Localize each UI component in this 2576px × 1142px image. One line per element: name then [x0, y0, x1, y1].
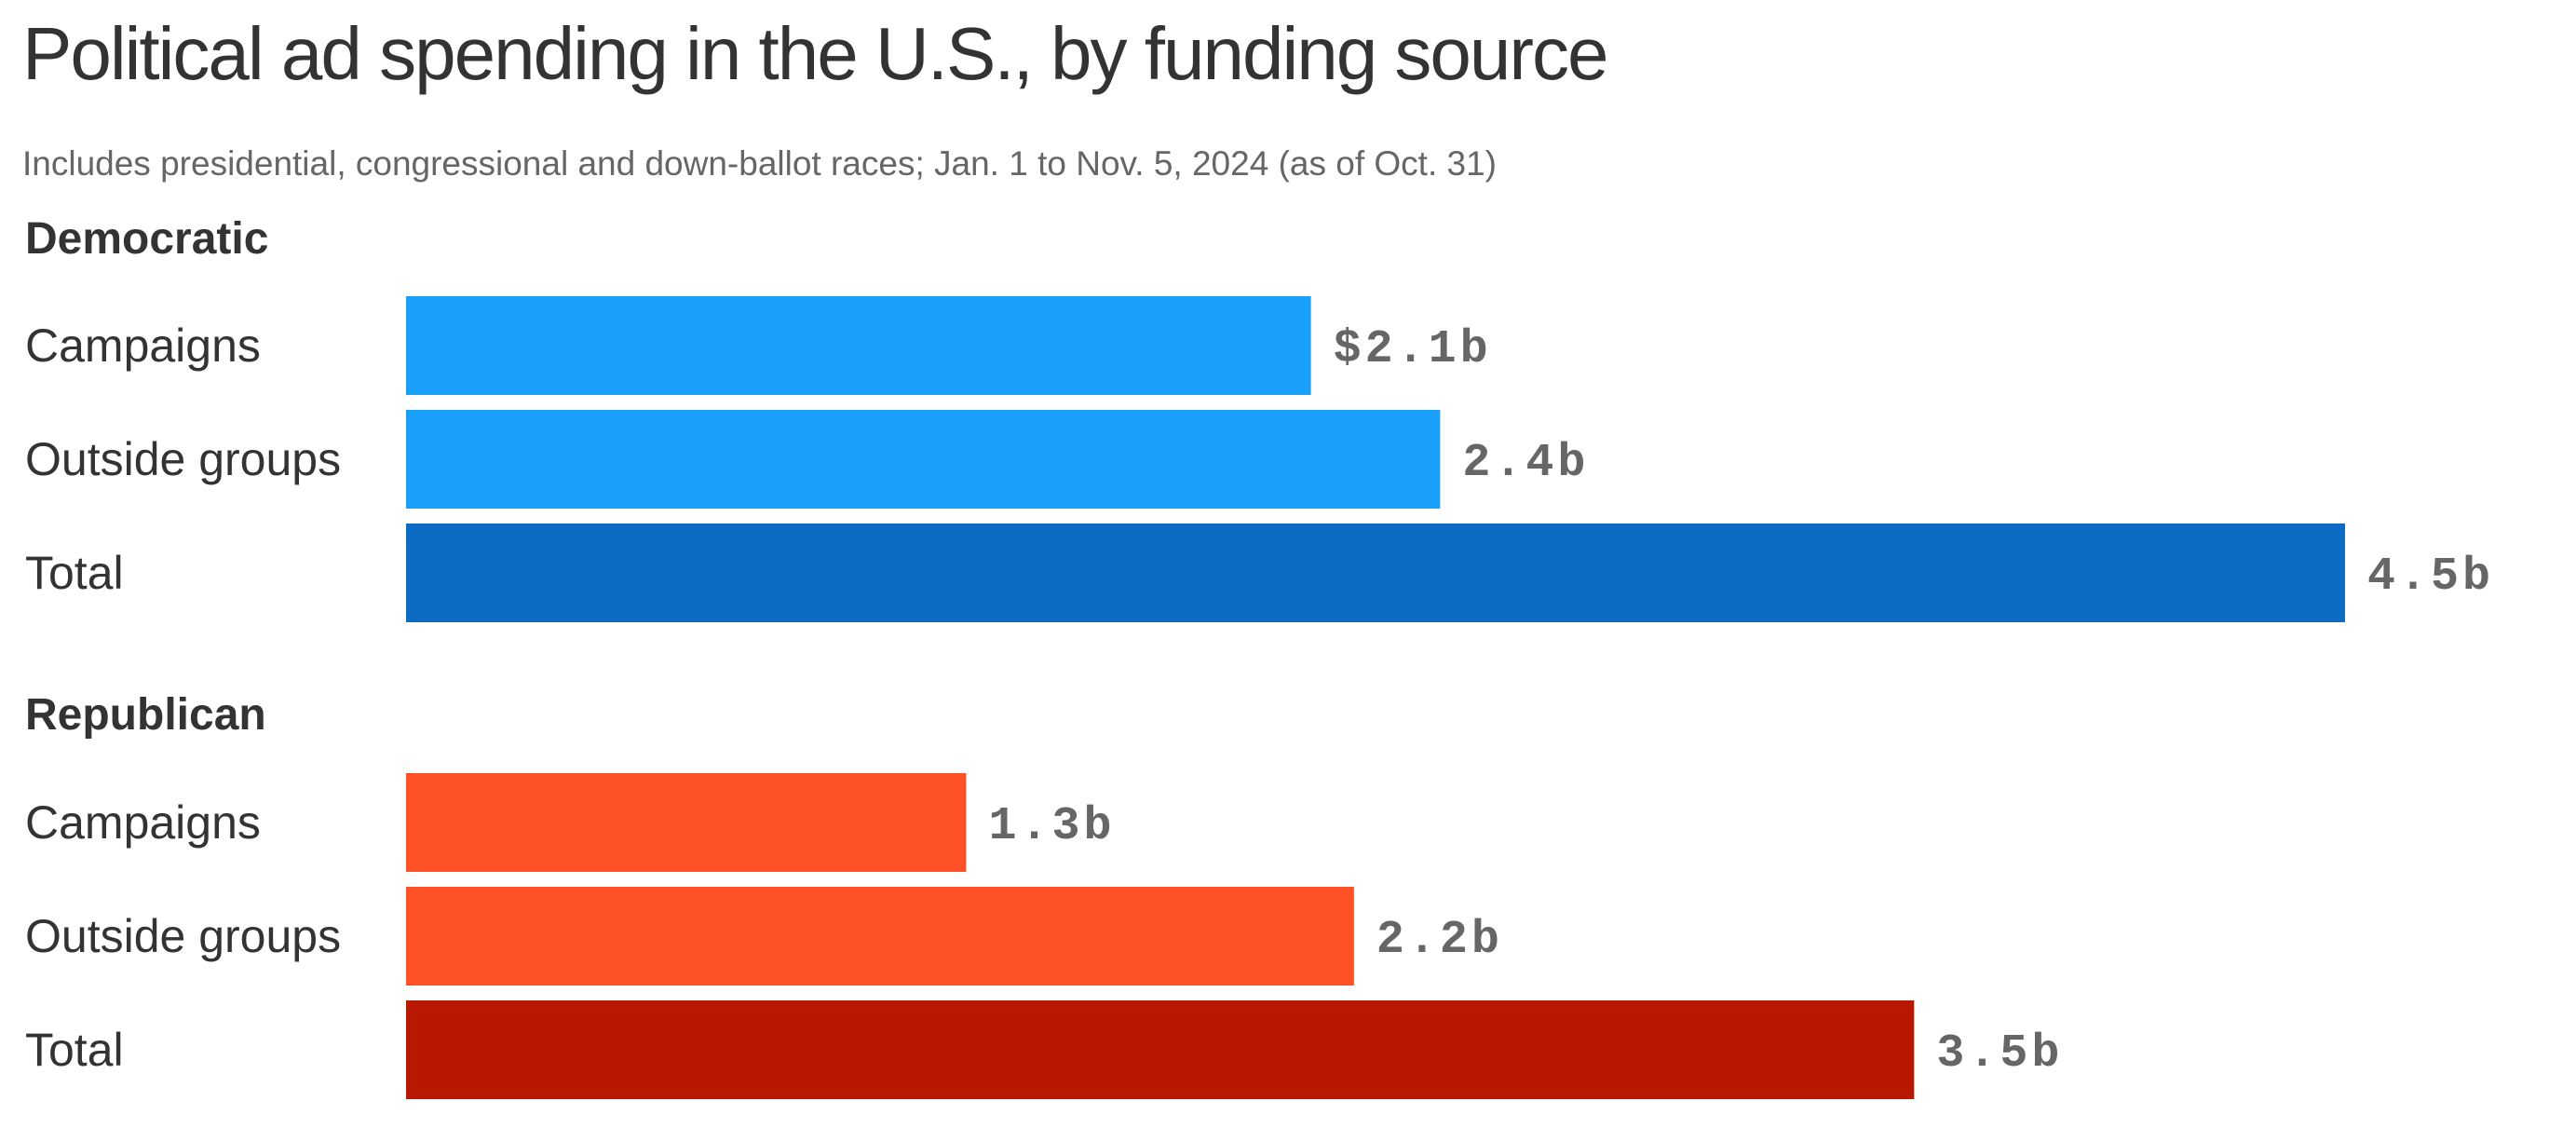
chart-subtitle: Includes presidential, congressional and…	[22, 144, 1497, 183]
bar-republican-total	[406, 1000, 1915, 1099]
category-label-republican-campaigns: Campaigns	[25, 796, 261, 849]
bar-republican-outside-groups	[406, 887, 1354, 986]
category-label-republican-total: Total	[25, 1024, 124, 1076]
category-label-republican-outside-groups: Outside groups	[25, 910, 341, 962]
bar-democratic-total	[406, 523, 2345, 622]
value-label-democratic-total: 4.5b	[2367, 551, 2494, 604]
chart-title: Political ad spending in the U.S., by fu…	[22, 12, 1609, 95]
bar-republican-campaigns	[406, 773, 967, 872]
bar-democratic-outside-groups	[406, 410, 1441, 509]
group-label-republican: Republican	[25, 690, 266, 740]
value-label-republican-total: 3.5b	[1936, 1027, 2063, 1081]
value-label-democratic-campaigns: $2.1b	[1334, 323, 1492, 376]
group-label-democratic: Democratic	[25, 214, 268, 264]
value-label-republican-outside-groups: 2.2b	[1376, 914, 1503, 967]
category-label-democratic-outside-groups: Outside groups	[25, 433, 341, 485]
bar-democratic-campaigns	[406, 296, 1311, 395]
category-label-democratic-total: Total	[25, 547, 124, 599]
category-label-democratic-campaigns: Campaigns	[25, 319, 261, 372]
value-label-republican-campaigns: 1.3b	[988, 800, 1115, 853]
value-label-democratic-outside-groups: 2.4b	[1462, 437, 1589, 490]
